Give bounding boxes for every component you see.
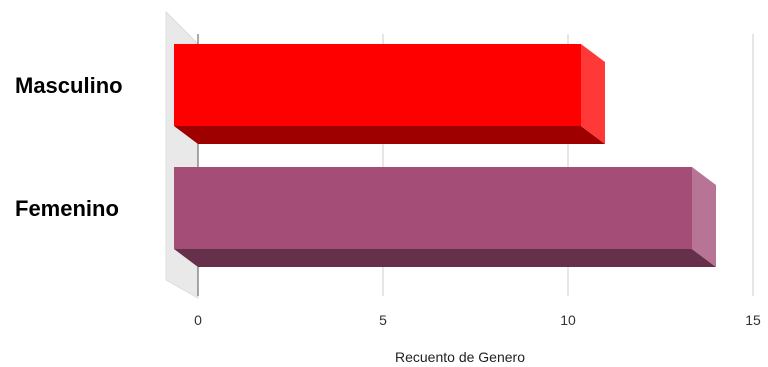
x-tick-label-0: 0 xyxy=(194,312,202,328)
category-labels: Masculino Femenino xyxy=(15,73,123,221)
bar-bottom-masculino xyxy=(174,126,605,144)
bar-femenino xyxy=(174,167,716,267)
x-tick-label-10: 10 xyxy=(560,312,576,328)
bar-end-femenino xyxy=(692,167,716,267)
bar-front-femenino xyxy=(174,167,692,249)
bar-end-masculino xyxy=(581,44,605,144)
x-axis-title: Recuento de Genero xyxy=(395,349,525,365)
bar-masculino xyxy=(174,44,605,144)
bar-front-masculino xyxy=(174,44,581,126)
x-tick-label-15: 15 xyxy=(745,312,761,328)
category-label-femenino: Femenino xyxy=(15,196,119,221)
bars xyxy=(174,44,716,267)
x-tick-label-5: 5 xyxy=(379,312,387,328)
category-label-masculino: Masculino xyxy=(15,73,123,98)
bar-bottom-femenino xyxy=(174,249,716,267)
tick-labels: 0 5 10 15 xyxy=(194,312,761,328)
